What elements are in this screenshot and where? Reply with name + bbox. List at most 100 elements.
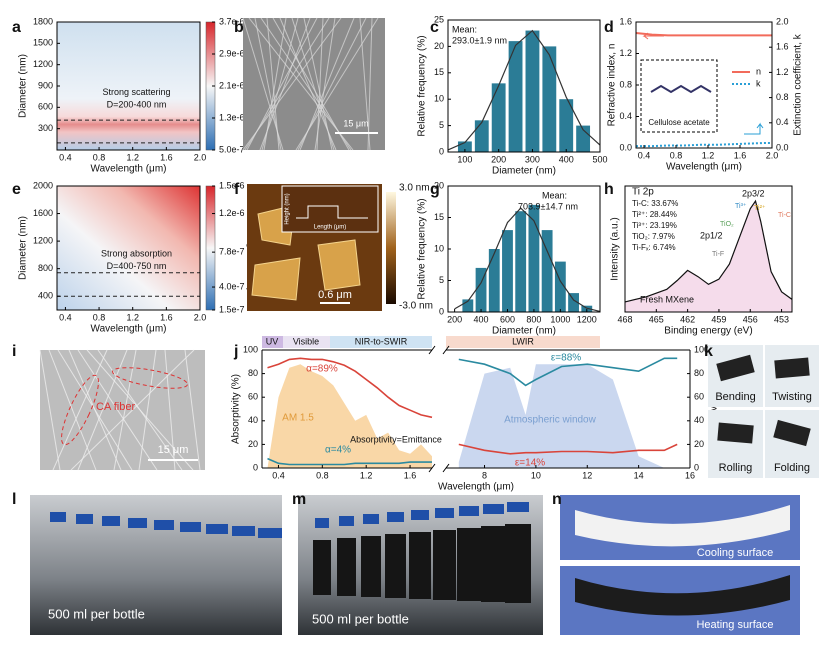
annotation: α=89% <box>306 364 338 375</box>
y-tick-label: 20 <box>248 439 258 449</box>
bottle-cap <box>507 502 529 512</box>
legend-label: n <box>756 66 761 76</box>
film <box>773 419 811 447</box>
x-tick-label: 500 <box>592 154 607 164</box>
photo <box>708 410 763 478</box>
y2-tick-label: 3.7e-6 <box>219 16 245 26</box>
y-tick-label: 80 <box>248 368 258 378</box>
x-tick-label: 600 <box>500 314 515 324</box>
y2-tick-label: 1.2 <box>776 67 789 77</box>
fiber <box>39 349 61 471</box>
y-axis-label: Refractive index, n <box>607 44 618 127</box>
data-line <box>267 457 432 466</box>
y2-tick-label: 0.0 <box>776 142 789 152</box>
annotation: Atmospheric window <box>504 415 596 426</box>
bottle-cap <box>363 514 379 524</box>
plot-frame <box>56 185 201 311</box>
y2-tick-label: 20 <box>694 439 704 449</box>
axis-break <box>428 345 450 473</box>
x-tick-label: 10 <box>531 470 541 480</box>
film <box>717 422 754 444</box>
panel-label: d <box>604 19 614 36</box>
caption: 500 ml per bottle <box>312 611 409 626</box>
bottle-cap <box>315 518 329 528</box>
inset-label: Height (nm) <box>285 193 291 224</box>
legend-label: k <box>756 78 761 88</box>
fit-line <box>447 29 601 151</box>
fiber <box>77 349 128 471</box>
annotation: 2p3/2 <box>742 188 765 198</box>
bottle-cap <box>206 524 228 534</box>
y2-tick-label: 80 <box>694 368 704 378</box>
x-tick-label: 468 <box>617 314 632 324</box>
y-tick-label: 0.8 <box>619 79 632 89</box>
bar <box>525 30 540 153</box>
y2-tick-label: 1.2e-6 <box>219 208 245 218</box>
annotation: D=200-400 nm <box>107 100 167 110</box>
x-tick-label: 462 <box>680 314 695 324</box>
band-label: NIR-to-SWIR <box>355 336 408 346</box>
y2-tick-label: 2.0 <box>776 16 789 26</box>
x-tick-label: 400 <box>559 154 574 164</box>
panel-label: l <box>12 491 16 508</box>
caption: Twisting <box>772 391 812 403</box>
x-tick-label: 453 <box>774 314 789 324</box>
bottle <box>457 528 481 601</box>
x-tick-label: 2.0 <box>194 312 207 322</box>
annotation: TiO₂ <box>720 221 734 228</box>
panel-label: e <box>12 181 21 198</box>
area <box>458 364 678 468</box>
x-axis-label: Diameter (nm) <box>492 166 556 177</box>
y2-tick-label: 1.5e-6 <box>219 180 245 190</box>
colorbar <box>205 185 216 311</box>
inset-box <box>281 185 379 233</box>
x-tick-label: 100 <box>457 154 472 164</box>
fiber <box>57 349 133 471</box>
fiber <box>70 349 195 471</box>
data-line <box>635 32 772 37</box>
y-tick-label: 10 <box>434 94 444 104</box>
y-axis-label: Absorptivity (%) <box>231 374 242 444</box>
bar <box>488 249 500 312</box>
x-tick-label: 0.4 <box>59 312 72 322</box>
x-tick-label: 200 <box>447 314 462 324</box>
y-tick-label: 1.2 <box>619 48 632 58</box>
y-tick-label: 20 <box>434 180 444 190</box>
y-tick-label: 0 <box>253 462 258 472</box>
bottle <box>481 526 506 602</box>
data-line <box>267 357 433 419</box>
inset-label: Cellulose acetate <box>648 118 710 127</box>
x-tick-label: 8 <box>482 470 487 480</box>
caption: Folding <box>774 462 810 474</box>
fiber <box>77 349 158 471</box>
panel-label: c <box>430 19 439 36</box>
bottle-cap <box>102 516 120 526</box>
x-tick-label: 0.8 <box>670 150 683 160</box>
x-tick-label: 465 <box>649 314 664 324</box>
y-tick-label: 0.4 <box>619 111 632 121</box>
x-tick-label: 200 <box>491 154 506 164</box>
x-tick-label: 12 <box>582 470 592 480</box>
annotation: α=4% <box>325 445 351 456</box>
area <box>267 364 432 468</box>
x-tick-label: 1.6 <box>404 470 417 480</box>
y-tick-label: 600 <box>38 102 53 112</box>
annotation: 293.0±1.9 nm <box>452 35 507 45</box>
bottle <box>313 540 331 595</box>
y2-tick-label: 1.5e-7 <box>219 304 245 314</box>
bottle-cap <box>180 522 201 532</box>
y-tick-label: 1.6 <box>619 16 632 26</box>
data-line <box>458 357 678 387</box>
caption: Rolling <box>719 462 753 474</box>
y2-tick-label: 2.1e-6 <box>219 80 245 90</box>
bottle-cap <box>232 526 255 536</box>
bar <box>542 46 557 152</box>
bottle <box>505 524 531 603</box>
panel-label: f <box>234 181 240 198</box>
y2-tick-label: 0.8 <box>776 92 789 102</box>
y-tick-label: 1800 <box>33 16 53 26</box>
heatmap <box>57 22 200 150</box>
heatmap <box>57 186 200 310</box>
y2-axis-label: Emissivity (%) <box>709 378 720 441</box>
bar <box>508 41 523 153</box>
